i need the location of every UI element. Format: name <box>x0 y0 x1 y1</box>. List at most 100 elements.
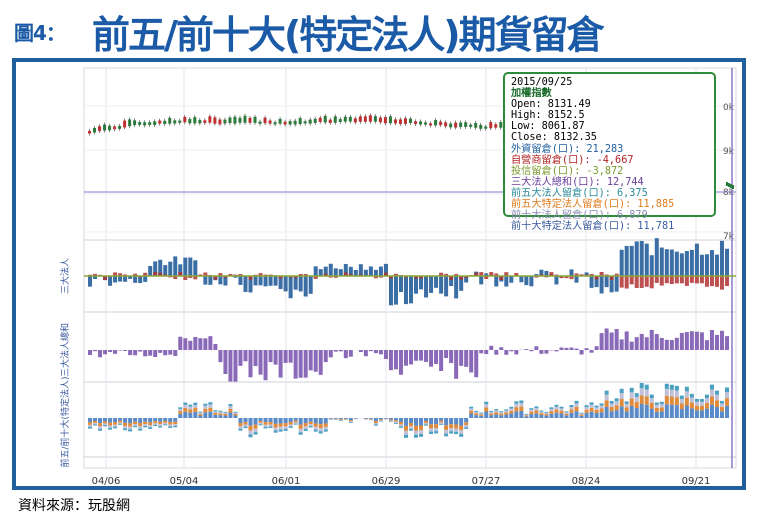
bar-top-holders <box>378 420 383 422</box>
bar-sum <box>469 350 474 373</box>
bar-top-holders <box>474 410 479 412</box>
bar-top-holders <box>504 412 509 415</box>
bar-foreign <box>393 276 398 305</box>
candle <box>198 120 202 124</box>
bar-dealer <box>163 274 168 276</box>
bar-top-holders <box>544 412 549 415</box>
candle <box>414 121 418 125</box>
bar-sum <box>208 336 213 350</box>
bar-top-holders <box>118 418 123 421</box>
bar-foreign <box>544 270 549 276</box>
bar-sum <box>343 350 348 359</box>
bar-foreign <box>479 276 484 285</box>
bar-top-holders <box>454 418 459 425</box>
bar-top-holders <box>323 423 328 427</box>
bar-top-holders <box>233 412 238 414</box>
bar-top-holders <box>238 428 243 431</box>
candle <box>178 120 182 123</box>
bar-top-holders <box>98 423 103 427</box>
bar-top-holders <box>484 401 489 405</box>
bar-foreign <box>509 276 514 283</box>
bar-sum <box>509 350 514 352</box>
bar-top-holders <box>258 422 263 425</box>
bar-top-holders <box>288 418 293 422</box>
bar-foreign <box>629 245 634 276</box>
bar-foreign <box>409 276 414 304</box>
bar-top-holders <box>719 406 724 412</box>
bar-top-holders <box>193 411 198 418</box>
bar-top-holders <box>464 418 469 423</box>
bar-top-holders <box>429 418 434 425</box>
bar-sum <box>434 350 439 364</box>
x-tick-label: 06/01 <box>272 476 301 486</box>
bar-foreign <box>449 276 454 287</box>
bar-top-holders <box>183 402 188 405</box>
bar-dealer <box>383 272 388 276</box>
bar-foreign <box>183 257 188 276</box>
bar-dealer <box>113 272 118 276</box>
bar-top-holders <box>684 397 689 406</box>
bar-dealer <box>188 276 193 279</box>
bar-sum <box>599 333 604 350</box>
bar-dealer <box>479 272 484 276</box>
bar-top-holders <box>223 414 228 416</box>
bar-top-holders <box>243 424 248 427</box>
candle <box>298 118 302 125</box>
bar-sum <box>664 339 669 350</box>
bar-sum <box>639 333 644 350</box>
bar-top-holders <box>424 418 429 422</box>
candle <box>726 182 728 186</box>
bar-top-holders <box>248 418 253 426</box>
bar-top-holders <box>113 418 118 423</box>
bar-top-holders <box>604 390 609 395</box>
bar-top-holders <box>193 402 198 405</box>
bar-sum <box>358 350 363 353</box>
bar-top-holders <box>439 422 444 424</box>
bar-sum <box>198 338 203 350</box>
candle <box>343 116 347 122</box>
bar-top-holders <box>559 408 564 411</box>
bar-foreign <box>494 276 499 287</box>
bar-sum <box>268 350 273 363</box>
bar-top-holders <box>654 402 659 405</box>
bar-top-holders <box>459 433 464 437</box>
bar-top-holders <box>188 409 193 413</box>
bar-top-holders <box>414 425 419 431</box>
bar-foreign <box>524 276 529 286</box>
bar-top-holders <box>323 426 328 430</box>
bar-top-holders <box>393 422 398 424</box>
bar-top-holders <box>664 395 669 405</box>
bar-top-holders <box>403 425 408 431</box>
bar-dealer <box>619 276 624 288</box>
tooltip-rows: Open: 8131.49 High: 8152.5 Low: 8061.87 Clo… <box>511 99 708 232</box>
bar-top-holders <box>714 394 719 401</box>
bar-foreign <box>268 276 273 286</box>
tooltip-row: 前十大法人留倉(口): 6,879 <box>511 210 648 222</box>
bar-sum <box>499 347 504 350</box>
bar-top-holders <box>644 404 649 418</box>
candle <box>454 122 458 128</box>
bar-dealer <box>444 273 449 276</box>
candle <box>398 119 402 124</box>
bar-top-holders <box>238 423 243 427</box>
bar-top-holders <box>569 412 574 418</box>
bar-sum <box>674 337 679 350</box>
bar-top-holders <box>293 422 298 424</box>
bar-top-holders <box>489 415 494 418</box>
bar-top-holders <box>699 405 704 411</box>
bar-sum <box>544 350 549 354</box>
bar-foreign <box>444 276 449 297</box>
bar-sum <box>504 350 509 355</box>
candle <box>223 119 227 124</box>
bar-top-holders <box>564 413 569 416</box>
bar-top-holders <box>434 428 439 432</box>
bar-dealer <box>93 273 98 276</box>
bar-top-holders <box>519 410 524 418</box>
bar-top-holders <box>599 405 604 409</box>
bar-top-holders <box>664 383 669 389</box>
bar-foreign <box>459 276 464 291</box>
bar-dealer <box>639 276 644 288</box>
bar-dealer <box>564 276 569 279</box>
bar-foreign <box>163 265 168 276</box>
bar-top-holders <box>619 393 624 400</box>
